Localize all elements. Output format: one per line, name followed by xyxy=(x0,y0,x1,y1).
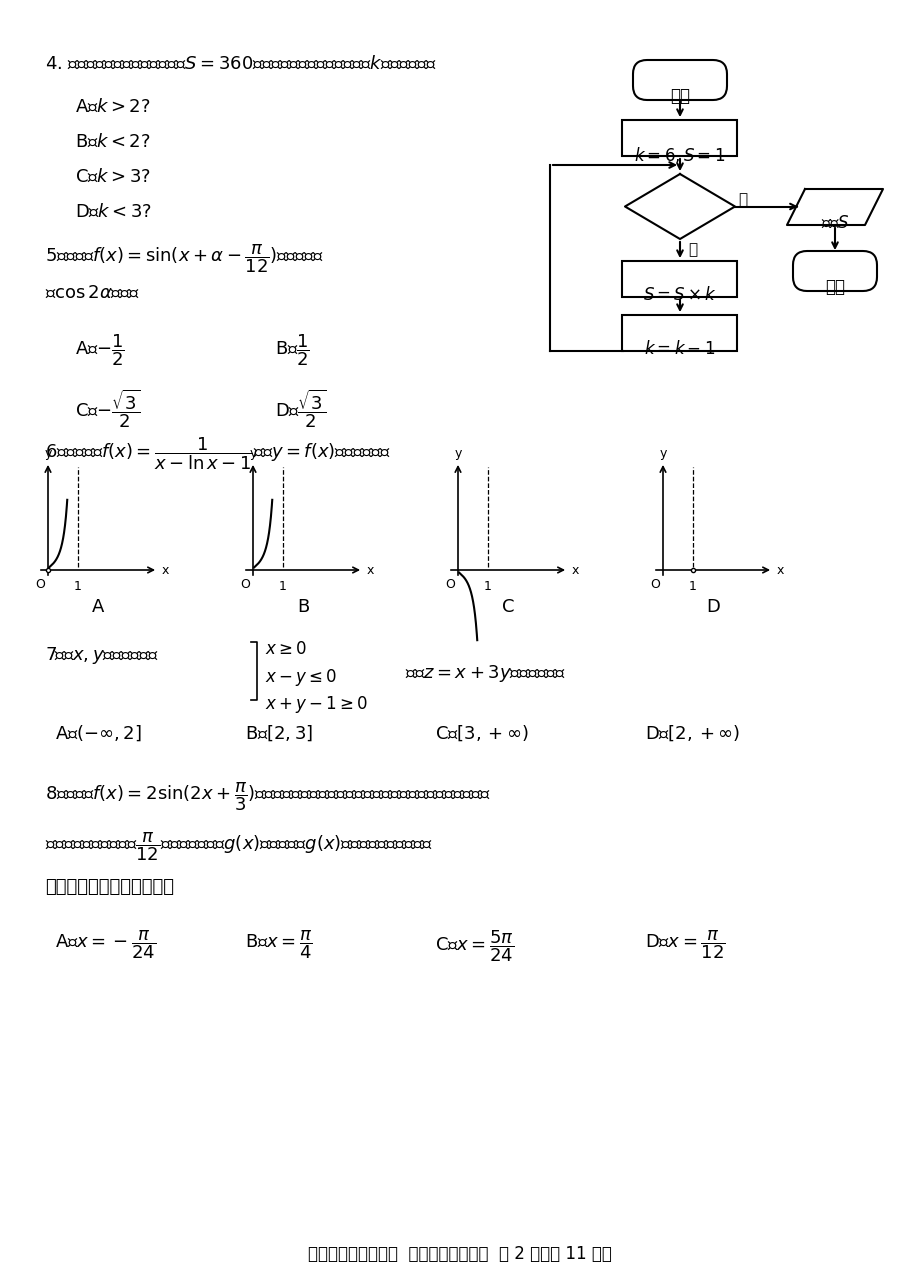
Text: 输出$S$: 输出$S$ xyxy=(820,214,848,232)
Text: O: O xyxy=(240,578,250,591)
Text: A．$-\dfrac{1}{2}$: A．$-\dfrac{1}{2}$ xyxy=(75,333,125,368)
Text: $k = 6, S = 1$: $k = 6, S = 1$ xyxy=(634,145,725,166)
Text: y: y xyxy=(659,447,666,460)
Text: A．$(-\infty, 2]$: A．$(-\infty, 2]$ xyxy=(55,724,142,743)
Text: 4. 在如图所示的框图中，若输出$S = 360$，那么判断框中应填入的关于$k$的判断条件是: 4. 在如图所示的框图中，若输出$S = 360$，那么判断框中应填入的关于$k… xyxy=(45,55,437,73)
Text: 1: 1 xyxy=(688,580,697,592)
Polygon shape xyxy=(786,189,882,225)
Text: B．$[2, 3]$: B．$[2, 3]$ xyxy=(244,724,312,743)
Text: $k = k - 1$: $k = k - 1$ xyxy=(643,340,715,358)
Text: A．$k > 2$?: A．$k > 2$? xyxy=(75,98,151,116)
Bar xyxy=(622,315,737,352)
FancyBboxPatch shape xyxy=(632,60,726,99)
Text: 8．将函数$f(x) = 2\sin(2x + \dfrac{\pi}{3})$图像上的每个点的横坐标缩短为原来的一半，纵坐标不变，: 8．将函数$f(x) = 2\sin(2x + \dfrac{\pi}{3})$… xyxy=(45,780,491,813)
Text: O: O xyxy=(445,578,454,591)
Text: D．$\dfrac{\sqrt{3}}{2}$: D．$\dfrac{\sqrt{3}}{2}$ xyxy=(275,387,326,429)
Text: 5．若函数$f(x) = \sin(x + \alpha - \dfrac{\pi}{12})$为偶函数，: 5．若函数$f(x) = \sin(x + \alpha - \dfrac{\p… xyxy=(45,242,324,275)
Text: 1: 1 xyxy=(74,580,82,592)
Text: D．$k < 3$?: D．$k < 3$? xyxy=(75,203,152,220)
Text: 青岛市高考模拟检测  数学（文科）试题  第 2 页（共 11 页）: 青岛市高考模拟检测 数学（文科）试题 第 2 页（共 11 页） xyxy=(308,1245,611,1263)
FancyBboxPatch shape xyxy=(792,251,876,290)
Text: 否: 否 xyxy=(687,242,697,257)
Text: O: O xyxy=(35,578,45,591)
Text: y: y xyxy=(454,447,461,460)
Text: x: x xyxy=(777,563,784,577)
Text: C．$x = \dfrac{5\pi}{24}$: C．$x = \dfrac{5\pi}{24}$ xyxy=(435,927,514,963)
Text: 再将所得图像向左平移$\dfrac{\pi}{12}$个单位得到函数$g(x)$的图像，在$g(x)$图像的所有对称轴中，: 再将所得图像向左平移$\dfrac{\pi}{12}$个单位得到函数$g(x)$… xyxy=(45,829,433,862)
Text: A．$x = -\dfrac{\pi}{24}$: A．$x = -\dfrac{\pi}{24}$ xyxy=(55,927,156,961)
Polygon shape xyxy=(624,175,734,240)
Text: y: y xyxy=(249,447,256,460)
Text: 离原点最近的对称轴方程为: 离原点最近的对称轴方程为 xyxy=(45,878,174,896)
Text: ，则$z = x + 3y$的取值范围是: ，则$z = x + 3y$的取值范围是 xyxy=(404,662,565,684)
Text: $x - y \leq 0$: $x - y \leq 0$ xyxy=(265,668,337,688)
Text: B．$\dfrac{1}{2}$: B．$\dfrac{1}{2}$ xyxy=(275,333,310,368)
Text: A: A xyxy=(92,598,104,617)
Text: 1: 1 xyxy=(483,580,492,592)
Text: $x \geq 0$: $x \geq 0$ xyxy=(265,640,307,657)
Text: y: y xyxy=(44,447,51,460)
Bar xyxy=(622,120,737,155)
Text: B: B xyxy=(297,598,309,617)
Text: 开始: 开始 xyxy=(669,87,689,104)
Text: C．$-\dfrac{\sqrt{3}}{2}$: C．$-\dfrac{\sqrt{3}}{2}$ xyxy=(75,387,140,429)
Text: x: x xyxy=(367,563,374,577)
Text: D．$x = \dfrac{\pi}{12}$: D．$x = \dfrac{\pi}{12}$ xyxy=(644,927,725,961)
Text: x: x xyxy=(162,563,169,577)
Text: C．$k > 3$?: C．$k > 3$? xyxy=(75,168,151,186)
Text: 1: 1 xyxy=(278,580,287,592)
Text: D．$[2, +\infty)$: D．$[2, +\infty)$ xyxy=(644,724,739,743)
Text: C．$[3, +\infty)$: C．$[3, +\infty)$ xyxy=(435,724,528,743)
Text: C: C xyxy=(501,598,514,617)
Text: $S = S \times k$: $S = S \times k$ xyxy=(642,285,716,304)
Text: O: O xyxy=(650,578,659,591)
Text: x: x xyxy=(572,563,579,577)
Bar xyxy=(622,261,737,297)
Text: 则$\cos 2\alpha$的值为: 则$\cos 2\alpha$的值为 xyxy=(45,284,141,302)
Text: 7．若$x, y$满足约束条件: 7．若$x, y$满足约束条件 xyxy=(45,645,159,666)
Text: B．$k < 2$?: B．$k < 2$? xyxy=(75,132,151,152)
Text: 结束: 结束 xyxy=(824,278,844,296)
Text: $x + y - 1 \geq 0$: $x + y - 1 \geq 0$ xyxy=(265,694,368,715)
Text: B．$x = \dfrac{\pi}{4}$: B．$x = \dfrac{\pi}{4}$ xyxy=(244,927,312,961)
Text: 是: 是 xyxy=(737,192,746,206)
Text: D: D xyxy=(705,598,720,617)
Text: 6．已知函数$f(x) = \dfrac{1}{x - \ln x - 1}$，则$y = f(x)$的图像大致为: 6．已知函数$f(x) = \dfrac{1}{x - \ln x - 1}$，… xyxy=(45,434,391,471)
